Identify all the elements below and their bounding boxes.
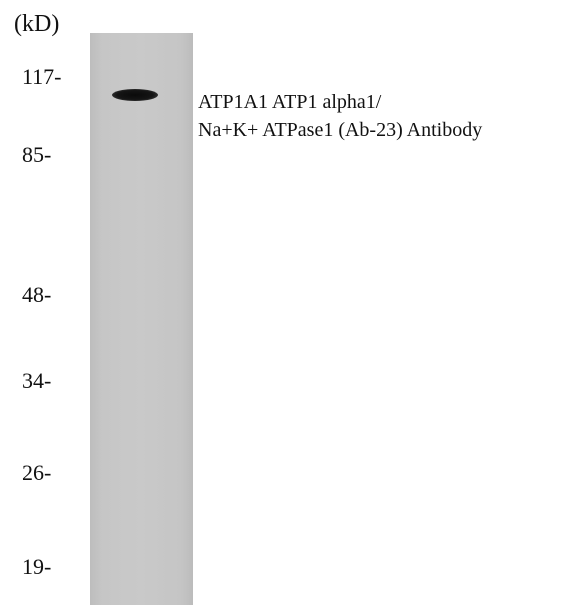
marker-117: 117- <box>22 64 62 89</box>
marker-26: 26- <box>22 460 52 485</box>
blot-lane <box>90 33 193 605</box>
marker-85: 85- <box>22 142 52 167</box>
antibody-label-line-2: Na+K+ ATPase1 (Ab-23) Antibody <box>198 119 483 141</box>
protein-band <box>112 89 158 101</box>
antibody-label-line-1: ATP1A1 ATP1 alpha1/ <box>198 91 382 113</box>
unit-label: (kD) <box>14 11 60 37</box>
antibody-label: ATP1A1 ATP1 alpha1/ Na+K+ ATPase1 (Ab-23… <box>198 88 482 144</box>
marker-34: 34- <box>22 368 52 393</box>
marker-19: 19- <box>22 554 52 579</box>
marker-48: 48- <box>22 282 52 307</box>
